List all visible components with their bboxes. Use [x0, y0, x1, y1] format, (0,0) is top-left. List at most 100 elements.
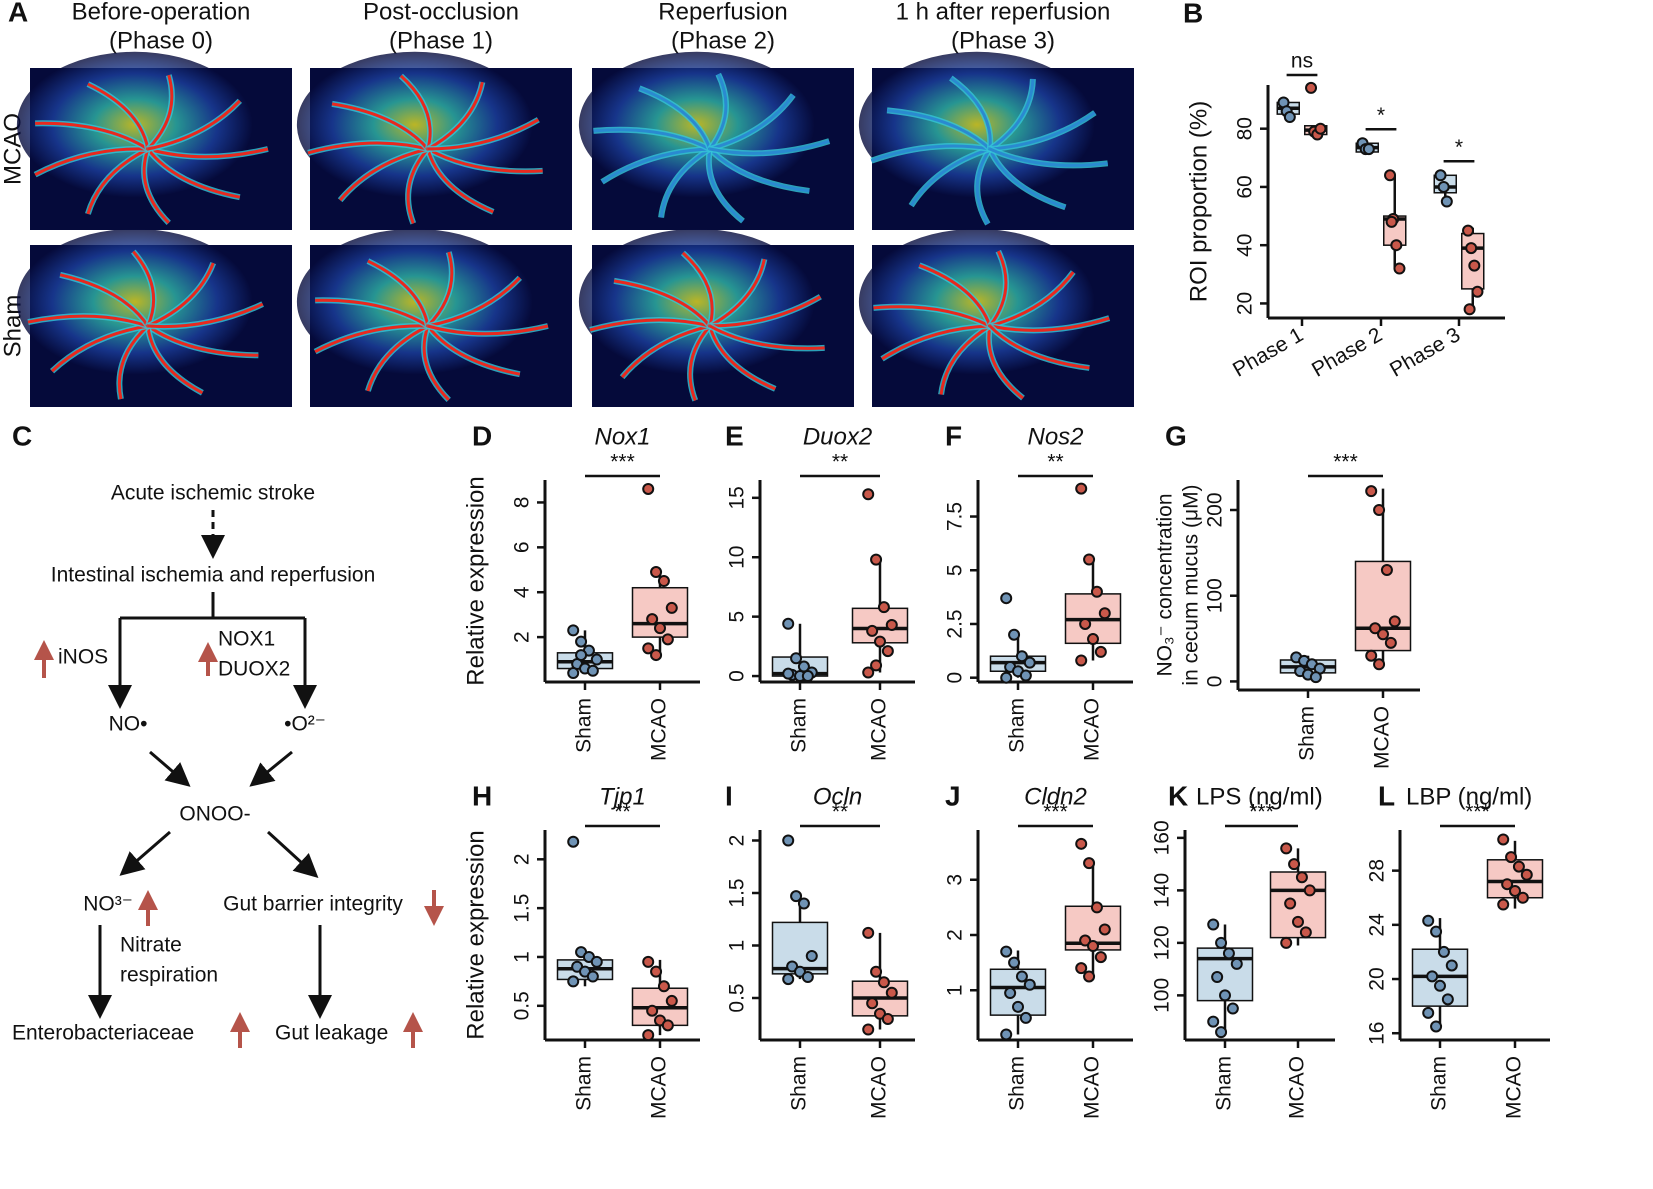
data-point — [1437, 945, 1450, 958]
y-tick-label: 3 — [944, 874, 967, 886]
data-point — [877, 976, 890, 989]
y-tick-label: 1 — [726, 940, 749, 952]
data-point — [567, 624, 580, 637]
data-point — [1219, 989, 1231, 1002]
data-point — [650, 965, 663, 978]
x-tick-label: Sham — [788, 698, 811, 753]
data-point — [1422, 914, 1435, 927]
x-tick-label: Sham — [573, 1056, 596, 1111]
y-tick-label: 8 — [511, 497, 534, 509]
vessel — [366, 324, 429, 392]
vessel — [427, 81, 484, 151]
x-tick-label: Sham — [573, 698, 596, 753]
data-point — [1384, 169, 1397, 182]
node: respiration — [120, 964, 218, 987]
node: Gut leakage — [275, 1022, 388, 1045]
node: Intestinal ischemia and reperfusion — [51, 564, 376, 587]
data-point — [1083, 553, 1096, 566]
data-point — [575, 635, 588, 648]
data-point — [1215, 936, 1228, 949]
data-point — [1497, 898, 1510, 911]
vessel — [87, 82, 150, 150]
data-point — [801, 670, 814, 683]
y-tick-label: 60 — [1234, 175, 1257, 198]
data-point — [665, 601, 678, 614]
data-point — [1008, 628, 1021, 641]
data-point — [1393, 262, 1406, 275]
phase-title: (Phase 2) — [671, 27, 775, 54]
data-point — [1083, 970, 1096, 983]
vessel — [886, 108, 991, 151]
data-point — [1426, 970, 1439, 983]
data-point — [665, 994, 678, 1007]
vessel — [427, 118, 540, 151]
data-point — [1098, 607, 1111, 620]
y-tick-label: 0.5 — [726, 983, 749, 1012]
x-tick-label: MCAO — [648, 1056, 671, 1119]
data-point — [790, 890, 803, 903]
phase-title: Reperfusion — [658, 0, 787, 25]
image-glow — [578, 228, 815, 375]
vessel — [881, 324, 990, 361]
data-point — [1434, 169, 1447, 182]
data-point — [1516, 891, 1529, 904]
data-point — [1079, 617, 1092, 630]
x-tick-label: MCAO — [1503, 1056, 1526, 1119]
data-point — [1314, 122, 1327, 135]
vessel — [989, 271, 1075, 328]
panel-letter: C — [12, 420, 32, 451]
data-point — [862, 666, 875, 679]
data-point — [870, 659, 883, 672]
x-tick-label: Sham — [788, 1056, 811, 1111]
vessel — [909, 147, 991, 207]
significance-label: * — [1455, 136, 1463, 159]
data-point — [567, 835, 580, 848]
node: Gut barrier integrity — [223, 893, 403, 916]
data-point — [1440, 195, 1453, 208]
data-point — [881, 1013, 894, 1025]
chart-title: LBP (ng/ml) — [1406, 783, 1532, 810]
vessel — [427, 147, 543, 173]
vessel — [681, 251, 714, 327]
data-point — [1380, 564, 1393, 576]
data-point — [862, 926, 875, 939]
data-point — [877, 601, 890, 614]
y-tick-label: 20 — [1366, 967, 1389, 990]
data-point — [782, 834, 795, 847]
arrow — [119, 830, 171, 876]
y-tick-label: 16 — [1366, 1022, 1389, 1045]
y-tick-label: 24 — [1366, 913, 1389, 937]
data-point — [1023, 978, 1036, 991]
panel-letter: G — [1165, 420, 1187, 451]
x-tick-label: MCAO — [1371, 706, 1394, 769]
data-point — [1512, 860, 1525, 873]
chart-title: Nox1 — [594, 423, 650, 450]
vessel — [146, 325, 204, 395]
data-point — [642, 642, 655, 655]
vessel — [918, 263, 992, 327]
data-point — [1098, 923, 1111, 936]
data-point — [567, 975, 580, 988]
y-tick-label: 140 — [1151, 873, 1174, 908]
data-point — [575, 649, 588, 662]
vessel — [870, 144, 991, 163]
arrow — [149, 750, 191, 787]
chart: L LBP (ng/ml) 16 20 24 28 Sham MCAO *** — [1366, 780, 1550, 1119]
y-tick-label: 40 — [1234, 234, 1257, 257]
vessel — [949, 76, 992, 150]
node: •O²⁻ — [284, 713, 326, 736]
data-point — [1012, 1000, 1024, 1013]
chart-title: Tjp1 — [599, 783, 646, 810]
y-tick-label: 120 — [1151, 925, 1174, 960]
phase-title: Before-operation — [72, 0, 251, 25]
y-axis-label: Relative expression — [462, 830, 489, 1039]
data-point — [1207, 918, 1220, 931]
data-point — [870, 553, 883, 566]
image-glow — [16, 228, 253, 375]
data-point — [1079, 934, 1092, 947]
data-point — [1090, 585, 1103, 598]
y-axis-label: Relative expression — [462, 476, 489, 685]
data-point — [1094, 951, 1107, 964]
vessel — [613, 279, 712, 327]
data-point — [1280, 842, 1293, 855]
